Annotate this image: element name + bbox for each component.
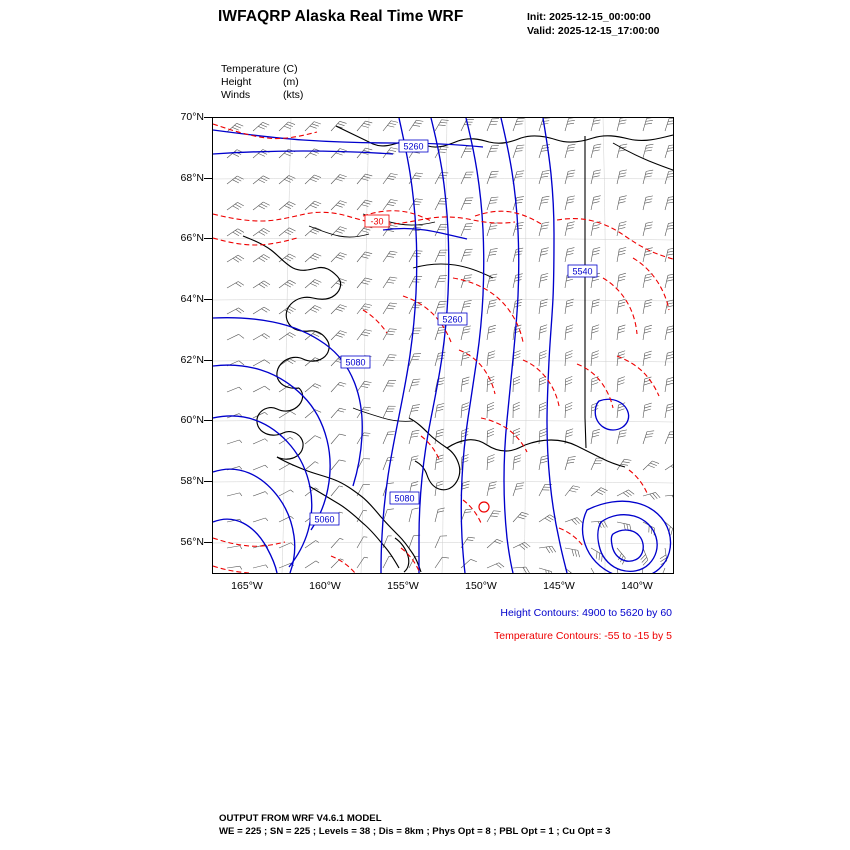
- height-contour-legend: Height Contours: 4900 to 5620 by 60: [500, 607, 672, 619]
- longitude-tick-label: 140°W: [621, 580, 653, 592]
- model-config-footer: OUTPUT FROM WRF V4.6.1 MODEL WE = 225 ; …: [219, 813, 610, 838]
- latitude-tick-label: 56°N: [180, 535, 204, 548]
- height-contour-labels: 5260 5540 5260 5080 5080 5060: [309, 139, 598, 526]
- height-contour-layer: [213, 118, 672, 573]
- variable-name: Winds: [221, 89, 251, 101]
- map-graticule: [213, 118, 673, 573]
- latitude-axis: 70°N 68°N 66°N 64°N 62°N 60°N 58°N 56°N: [140, 111, 204, 572]
- longitude-tick-label: 150°W: [465, 580, 497, 592]
- contour-label: 5080: [345, 358, 365, 368]
- contour-label: 5260: [442, 315, 462, 325]
- latitude-tick-label: 66°N: [180, 232, 204, 245]
- longitude-tick-label: 165°W: [231, 580, 263, 592]
- latitude-tick-label: 68°N: [180, 171, 204, 184]
- longitude-tick-label: 145°W: [543, 580, 575, 592]
- longitude-tick-label: 155°W: [387, 580, 419, 592]
- latitude-tick-label: 62°N: [180, 353, 204, 366]
- contour-label: 5260: [403, 142, 423, 152]
- latitude-tick-label: 64°N: [180, 293, 204, 305]
- valid-time-line: Valid: 2025-12-15_17:00:00: [527, 24, 660, 37]
- variable-key-row: Height (m): [221, 76, 303, 89]
- contour-label: 5540: [572, 267, 592, 277]
- variable-key-row: Winds (kts): [221, 89, 303, 102]
- temperature-contour-layer: [213, 123, 673, 573]
- variable-unit: (m): [283, 76, 299, 88]
- variable-key-row: Temperature (C): [221, 63, 303, 76]
- contour-label: -30: [370, 217, 383, 227]
- variable-name: Temperature: [221, 63, 280, 75]
- variable-name: Height: [221, 76, 252, 88]
- longitude-tick-label: 160°W: [309, 580, 341, 592]
- temperature-contour-labels: -30: [364, 214, 390, 228]
- temperature-contour-legend: Temperature Contours: -55 to -15 by 5: [493, 630, 672, 642]
- latitude-tick-label: 60°N: [180, 414, 204, 427]
- coastline-layer: [242, 125, 673, 573]
- variable-unit: (kts): [283, 89, 304, 101]
- temperature-marker: [478, 501, 490, 513]
- page-title: IWFAQRP Alaska Real Time WRF: [218, 8, 464, 25]
- latitude-tick-label: 70°N: [180, 111, 204, 123]
- init-time-line: Init: 2025-12-15_00:00:00: [527, 11, 651, 23]
- model-time-block: Init: 2025-12-15_00:00:00 Valid: 2025-12…: [527, 11, 660, 38]
- forecast-map: 5260 5540 5260 5080 5080 5060 -30: [212, 117, 674, 574]
- contour-label: 5080: [394, 494, 414, 504]
- model-version-line: OUTPUT FROM WRF V4.6.1 MODEL: [219, 813, 382, 824]
- longitude-axis: 165°W 160°W 155°W 150°W 145°W 140°W: [212, 580, 672, 600]
- latitude-tick-label: 58°N: [180, 475, 204, 487]
- contour-label: 5060: [314, 515, 334, 525]
- variable-unit: (C): [283, 63, 298, 75]
- model-params-line: WE = 225 ; SN = 225 ; Levels = 38 ; Dis …: [219, 825, 611, 837]
- variable-key: Temperature (C) Height (m) Winds (kts): [221, 63, 303, 102]
